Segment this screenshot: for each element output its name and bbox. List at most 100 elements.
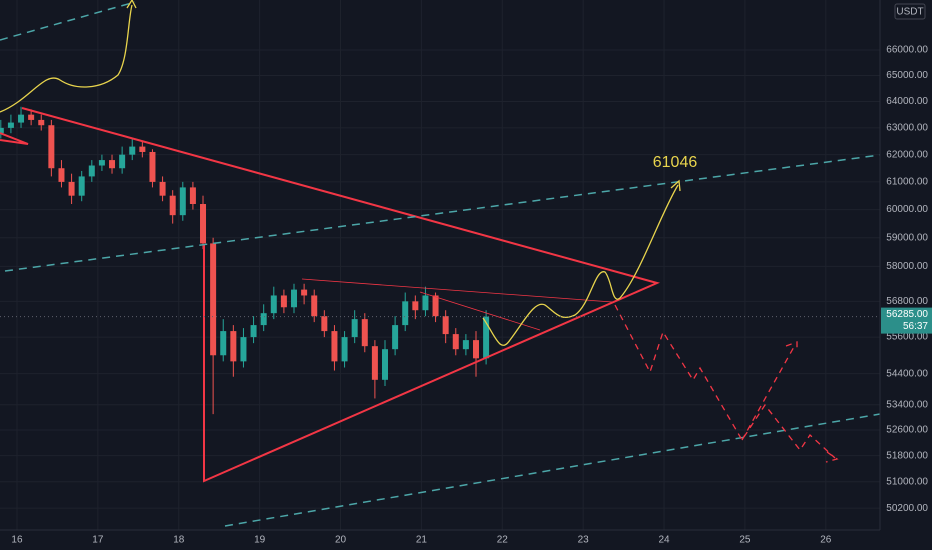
y-tick-label: 52600.00 bbox=[886, 425, 928, 436]
candle-body bbox=[88, 165, 95, 177]
candle-body bbox=[139, 146, 146, 152]
x-tick-label: 20 bbox=[335, 535, 347, 546]
candle-body bbox=[119, 154, 126, 169]
candle-body bbox=[200, 204, 207, 244]
candle-body bbox=[129, 146, 136, 155]
candle-body bbox=[68, 181, 75, 196]
candle-body bbox=[321, 316, 328, 332]
candle-body bbox=[240, 337, 247, 362]
candle-body bbox=[38, 119, 45, 126]
candle-body bbox=[98, 160, 105, 166]
candle-body bbox=[230, 331, 237, 362]
y-tick-label: 53400.00 bbox=[886, 399, 928, 410]
y-tick-label: 63000.00 bbox=[886, 123, 928, 134]
inner-line bbox=[419, 291, 541, 331]
candle-body bbox=[341, 337, 348, 362]
x-tick-label: 19 bbox=[254, 535, 266, 546]
y-tick-label: 51000.00 bbox=[886, 476, 928, 487]
candle-body bbox=[311, 295, 318, 317]
y-tick-label: 62000.00 bbox=[886, 149, 928, 160]
triangle bbox=[21, 107, 660, 483]
last-price-label: 56285.00 bbox=[886, 309, 928, 320]
channel-line bbox=[224, 413, 881, 527]
y-tick-label: 65000.00 bbox=[886, 70, 928, 81]
y-tick-label: 58000.00 bbox=[886, 261, 928, 272]
x-tick-label: 21 bbox=[416, 535, 428, 546]
candle-body bbox=[280, 295, 287, 308]
candle-body bbox=[159, 181, 166, 196]
candle-body bbox=[351, 319, 358, 338]
target-label: 61046 bbox=[653, 154, 698, 171]
y-tick-label: 51800.00 bbox=[886, 450, 928, 461]
candle-body bbox=[220, 331, 227, 356]
x-tick-label: 22 bbox=[497, 535, 509, 546]
candle-body bbox=[179, 187, 186, 216]
axes: 66000.00 65000.00 64000.00 63000.00 62000.00… bbox=[0, 45, 932, 546]
inner-line bbox=[301, 278, 613, 303]
candle-body bbox=[270, 295, 277, 314]
channel-line bbox=[0, 1, 136, 41]
candle-body bbox=[210, 243, 217, 356]
candle-body bbox=[149, 151, 156, 182]
candles bbox=[0, 106, 490, 415]
x-tick-label: 18 bbox=[173, 535, 185, 546]
x-tick-label: 16 bbox=[11, 535, 23, 546]
small-triangle bbox=[0, 132, 29, 145]
currency-label: USDT bbox=[896, 7, 923, 18]
channel-line bbox=[4, 154, 881, 272]
x-tick-label: 17 bbox=[92, 535, 104, 546]
y-tick-label: 59000.00 bbox=[886, 232, 928, 243]
candle-body bbox=[48, 125, 55, 169]
x-tick-label: 23 bbox=[578, 535, 590, 546]
candle-body bbox=[442, 316, 449, 335]
price-axis bbox=[880, 0, 932, 550]
candle-body bbox=[58, 168, 65, 182]
y-tick-label: 56800.00 bbox=[886, 296, 928, 307]
candle-body bbox=[260, 313, 267, 326]
projection-curve bbox=[482, 179, 681, 346]
candle-body bbox=[402, 301, 409, 326]
candle-body bbox=[412, 301, 419, 311]
candle-body bbox=[472, 340, 479, 359]
y-tick-label: 50200.00 bbox=[886, 503, 928, 514]
x-tick-label: 24 bbox=[658, 535, 670, 546]
y-tick-label: 60000.00 bbox=[886, 204, 928, 215]
candle-body bbox=[371, 346, 378, 380]
candle-body bbox=[462, 340, 469, 350]
candle-body bbox=[361, 319, 368, 347]
grid bbox=[0, 0, 880, 530]
drawings: 61046 bbox=[0, 0, 881, 527]
candle-body bbox=[109, 160, 116, 169]
candle-body bbox=[28, 114, 35, 120]
candle-body bbox=[392, 325, 399, 350]
candle-body bbox=[250, 325, 257, 338]
candle-body bbox=[78, 176, 85, 196]
candle-body bbox=[7, 122, 14, 128]
x-tick-label: 25 bbox=[739, 535, 751, 546]
candle-body bbox=[291, 289, 298, 308]
candle-body bbox=[422, 295, 429, 311]
y-tick-label: 55600.00 bbox=[886, 332, 928, 343]
candle-body bbox=[483, 316, 490, 359]
candle-body bbox=[169, 195, 176, 216]
candle-body bbox=[452, 334, 459, 350]
countdown-label: 56:37 bbox=[903, 321, 928, 332]
last-price-box bbox=[881, 307, 932, 334]
y-tick-label: 54400.00 bbox=[886, 368, 928, 379]
currency-box bbox=[894, 3, 926, 20]
candle-body bbox=[301, 289, 308, 296]
candle-body bbox=[432, 295, 439, 317]
candle-body bbox=[0, 127, 4, 134]
projection-dashed bbox=[614, 304, 839, 463]
candle-body bbox=[18, 114, 25, 123]
x-tick-label: 26 bbox=[820, 535, 832, 546]
y-tick-label: 66000.00 bbox=[886, 45, 928, 56]
y-tick-label: 64000.00 bbox=[886, 96, 928, 107]
candle-body bbox=[189, 187, 196, 205]
y-tick-label: 61000.00 bbox=[886, 177, 928, 188]
candle-body bbox=[331, 331, 338, 362]
candle-body bbox=[382, 349, 388, 380]
projection-curve bbox=[0, 0, 137, 113]
